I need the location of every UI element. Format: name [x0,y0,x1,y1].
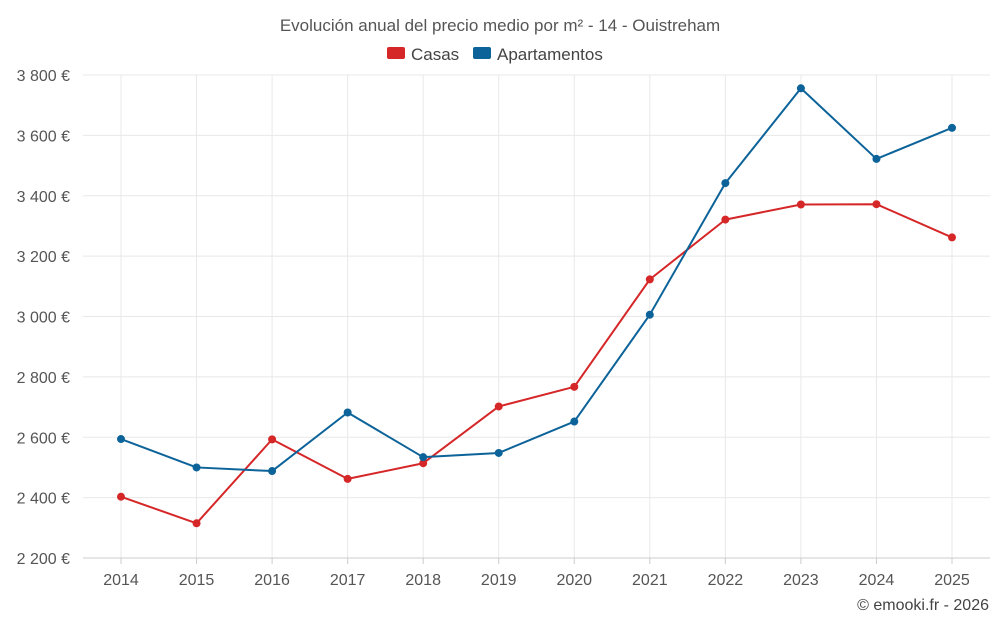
axes: 2 200 € 2 400 € 2 600 € 2 800 € 3 000 € 3 200… [17,68,990,589]
y-tick-label: 3 000 € [17,310,70,327]
data-point-apartamentos[interactable] [872,154,881,163]
data-point-casas[interactable] [494,402,503,411]
legend-item-casas[interactable]: Casas [387,45,459,64]
data-point-apartamentos[interactable] [948,123,956,132]
series [117,84,956,528]
legend-swatch-casas [387,47,405,59]
data-point-casas[interactable] [192,519,201,528]
data-point-apartamentos[interactable] [419,453,428,462]
data-point-apartamentos[interactable] [570,417,579,426]
x-tick-label: 2019 [481,572,517,589]
series-casas [117,200,956,528]
legend-swatch-apartamentos [473,47,491,59]
legend-label-apartamentos: Apartamentos [497,45,603,64]
credit-text: © emooki.fr - 2026 [857,597,989,614]
data-point-apartamentos[interactable] [117,435,125,444]
x-tick-label: 2016 [254,572,290,589]
x-tick-label: 2014 [103,572,139,589]
x-tick-label: 2018 [405,572,441,589]
data-point-apartamentos[interactable] [192,463,201,472]
chart-legend: Casas Apartamentos [387,45,603,64]
chart-title: Evolución anual del precio medio por m² … [280,16,720,35]
data-point-casas[interactable] [645,275,654,284]
data-point-casas[interactable] [343,474,352,483]
x-tick-label: 2015 [179,572,215,589]
y-tick-label: 3 200 € [17,249,70,266]
series-line-apartamentos [120,87,953,473]
data-point-casas[interactable] [117,492,125,501]
series-line-casas [120,203,953,525]
data-point-casas[interactable] [796,200,805,209]
y-tick-label: 3 800 € [17,68,70,85]
x-tick-label: 2017 [330,572,366,589]
y-tick-label: 2 200 € [17,551,70,568]
series-apartamentos [117,84,956,476]
data-point-casas[interactable] [419,459,428,468]
x-tick-label: 2021 [632,572,668,589]
x-tick-label: 2023 [783,572,819,589]
data-point-apartamentos[interactable] [343,408,352,417]
y-tick-label: 2 400 € [17,491,70,508]
grid-lines [83,74,990,558]
data-point-apartamentos[interactable] [494,448,503,457]
legend-item-apartamentos[interactable]: Apartamentos [473,45,603,64]
y-tick-label: 3 400 € [17,189,70,206]
data-point-apartamentos[interactable] [796,84,805,93]
data-point-casas[interactable] [872,200,881,209]
data-point-casas[interactable] [721,215,730,224]
x-tick-label: 2022 [708,572,744,589]
data-point-casas[interactable] [268,435,277,444]
x-tick-label: 2024 [859,572,895,589]
y-tick-label: 3 600 € [17,128,70,145]
x-tick-label: 2020 [556,572,592,589]
data-point-apartamentos[interactable] [268,467,277,476]
x-tick-label: 2025 [934,572,970,589]
data-point-casas[interactable] [948,233,956,242]
y-tick-label: 2 800 € [17,370,70,387]
legend-label-casas: Casas [411,45,459,64]
data-point-casas[interactable] [570,382,579,391]
data-point-apartamentos[interactable] [645,310,654,319]
data-point-apartamentos[interactable] [721,179,730,188]
y-tick-label: 2 600 € [17,430,70,447]
